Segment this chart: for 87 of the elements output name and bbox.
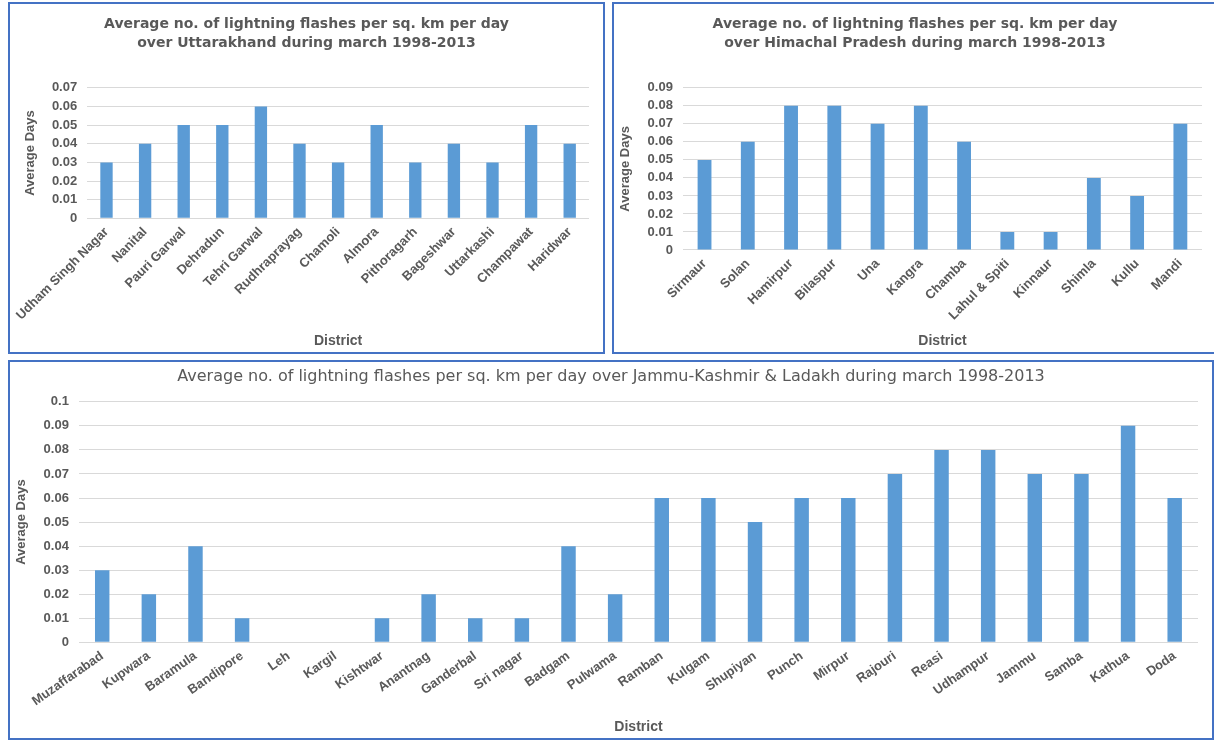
y-tick-label: 0.05 [51, 116, 78, 132]
chart-title: Average no. of lightning flashes per sq. km per day over Himachal Pradesh during march 1998-2013 [711, 14, 1119, 52]
bar [747, 522, 763, 642]
bar [1130, 195, 1145, 250]
y-tick-label: 0 [69, 209, 78, 225]
chart-title: Average no. of lightning flashes per sq. km per day over Jammu-Kashmir & Ladakh during march 1998-2013 [176, 365, 1046, 387]
bar [701, 498, 716, 642]
y-tick-label: 0.09 [647, 79, 673, 95]
bar [234, 618, 250, 642]
bar [486, 162, 499, 218]
bar [563, 143, 576, 218]
bar [374, 618, 390, 642]
y-tick-label: 0.01 [43, 609, 69, 625]
bar [794, 498, 809, 642]
y-axis-title: Average Days [13, 479, 29, 565]
y-tick-label: 0.04 [51, 135, 78, 151]
y-tick-label: 0.02 [647, 205, 673, 221]
x-tick-label: Leh [264, 647, 293, 674]
bar [607, 594, 623, 642]
bar [980, 449, 996, 642]
bar [447, 143, 461, 218]
y-tick-label: 0 [61, 633, 69, 649]
bar [1000, 231, 1015, 250]
bar [561, 546, 576, 642]
bar [94, 570, 110, 642]
y-tick-label: 0.03 [43, 561, 69, 577]
bar [697, 159, 712, 250]
bar [827, 105, 842, 250]
x-axis-title: District [918, 332, 967, 349]
y-tick-label: 0.03 [51, 153, 78, 169]
y-tick-label: 0.03 [647, 187, 673, 203]
bar [216, 125, 229, 218]
bar [331, 162, 345, 218]
y-tick-label: 0.04 [43, 537, 70, 553]
bar [740, 141, 755, 250]
y-tick-label: 0.08 [647, 97, 673, 113]
bar [934, 449, 949, 642]
y-tick-label: 0.07 [647, 115, 673, 131]
bar [177, 125, 190, 218]
bar [293, 143, 306, 218]
bar [1074, 473, 1089, 642]
bar [1120, 425, 1136, 642]
y-tick-label: 0.02 [51, 172, 78, 188]
y-axis-title: Average Days [617, 126, 633, 212]
bar [421, 594, 436, 642]
chart-title: Average no. of lightning flashes per sq. km per day over Uttarakhand during march 1998-2013 [103, 14, 510, 52]
bar [141, 594, 157, 642]
bar [254, 106, 268, 218]
bar [1027, 473, 1043, 642]
y-tick-label: 0.07 [43, 465, 69, 481]
y-tick-label: 0.09 [43, 417, 69, 433]
bar [138, 143, 152, 218]
y-tick-label: 0.01 [647, 223, 673, 239]
x-axis-title: District [313, 332, 363, 349]
x-tick-label: Una [854, 255, 883, 284]
bar [913, 105, 928, 250]
y-tick-label: 0.04 [647, 169, 674, 185]
y-tick-label: 0.05 [647, 151, 673, 167]
bar [370, 125, 383, 218]
bar [841, 498, 856, 642]
x-axis-title: District [614, 718, 663, 735]
bar [957, 141, 971, 250]
y-tick-label: 0.1 [50, 393, 69, 409]
y-tick-label: 0.06 [51, 98, 78, 114]
y-tick-label: 0.02 [43, 585, 69, 601]
bar [1173, 123, 1188, 250]
y-tick-label: 0.06 [43, 489, 69, 505]
bar [1086, 177, 1101, 250]
y-tick-label: 0.06 [647, 133, 673, 149]
bar [468, 618, 483, 642]
bar [654, 498, 669, 642]
bar [524, 125, 538, 218]
y-tick-label: 0.01 [51, 191, 78, 207]
y-tick-label: 0.07 [51, 79, 78, 95]
bar [887, 473, 903, 642]
bar [1167, 498, 1182, 642]
bar [409, 162, 422, 218]
bar [514, 618, 530, 642]
bar [870, 123, 885, 250]
bar [784, 105, 798, 250]
bar [1043, 231, 1058, 250]
bar [100, 162, 113, 218]
bar [188, 546, 203, 642]
y-tick-label: 0.08 [43, 441, 69, 457]
y-axis-title: Average Days [21, 110, 37, 196]
y-tick-label: 0.05 [43, 513, 69, 529]
y-tick-label: 0 [665, 241, 673, 257]
